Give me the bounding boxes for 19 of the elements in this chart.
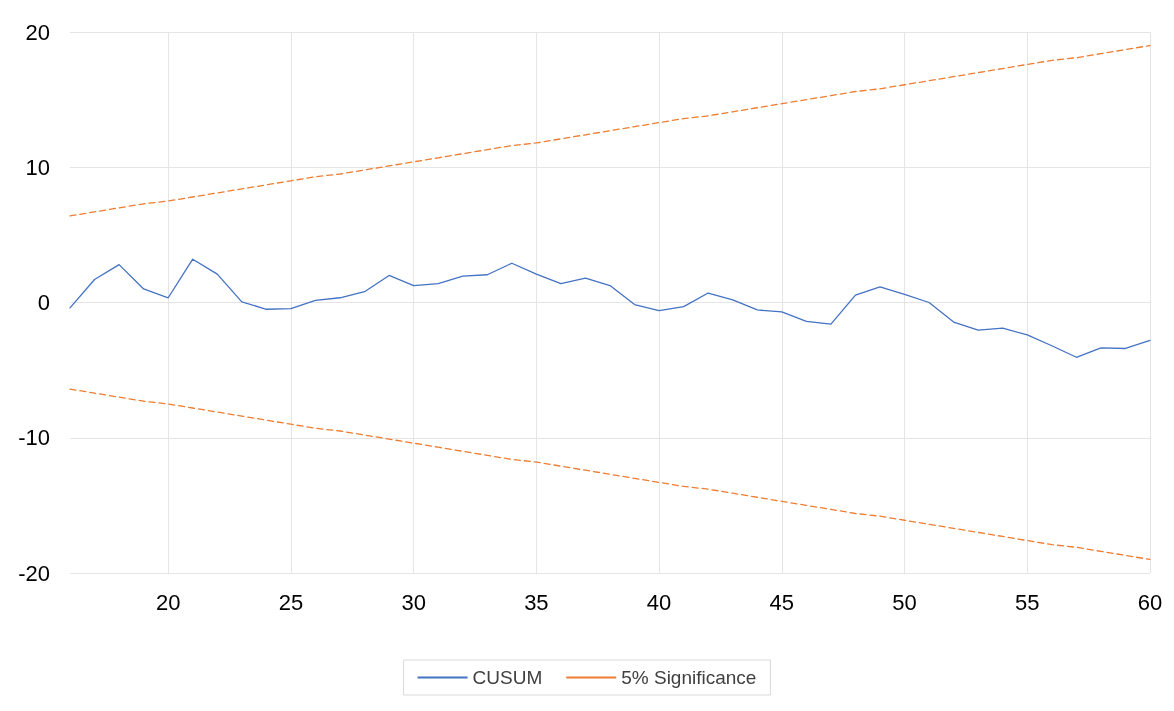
- y-tick-label: 10: [25, 154, 50, 180]
- y-tick-label: 0: [37, 290, 50, 315]
- legend-label: 5% Significance: [621, 667, 757, 688]
- y-tick-label: -20: [18, 560, 50, 586]
- line-series: [69, 388, 1151, 561]
- x-tick-label: 30: [401, 589, 426, 615]
- x-tick-label: 45: [769, 589, 795, 615]
- x-tick-label: 20: [155, 589, 181, 615]
- x-tick-label: 55: [1015, 589, 1040, 615]
- line-series: [69, 44, 1151, 217]
- line-series: [69, 258, 1151, 358]
- x-tick-label: 40: [646, 589, 672, 615]
- x-tick-label: 50: [892, 589, 917, 615]
- legend-label: CUSUM: [472, 667, 543, 688]
- x-tick-label: 35: [524, 589, 549, 615]
- y-tick-label: 20: [25, 19, 50, 45]
- x-tick-label: 60: [1137, 589, 1163, 615]
- x-tick-label: 25: [278, 589, 304, 615]
- y-tick-label: -10: [18, 425, 50, 451]
